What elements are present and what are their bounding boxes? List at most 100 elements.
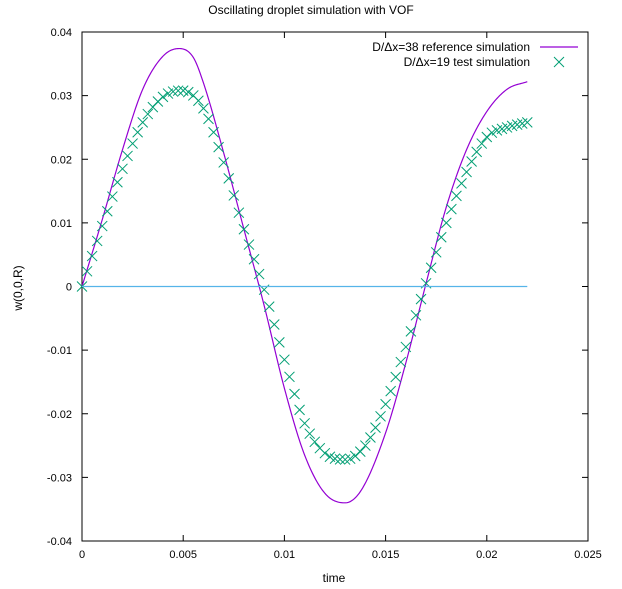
marker-stroke [137,116,149,128]
x-tick-label: 0.025 [574,549,602,561]
legend-swatch [553,56,565,68]
data-point [86,250,98,262]
marker-stroke [223,173,235,184]
x-tick-label: 0.005 [169,549,197,561]
data-point [329,453,341,464]
x-tick-label: 0 [79,549,85,561]
marker-stroke [456,178,467,189]
data-point [273,337,285,348]
marker-stroke [243,239,255,250]
data-point [354,446,366,457]
marker-stroke [304,428,316,440]
marker-stroke [193,95,204,107]
marker-stroke [486,127,498,139]
marker-stroke [400,341,412,353]
marker-stroke [435,231,447,243]
x-tick-label: 0.02 [476,549,497,561]
y-tick-label: 0.03 [51,91,72,103]
marker-stroke [451,190,462,202]
marker-stroke [385,385,397,397]
data-point [238,223,250,235]
marker-stroke [309,436,321,448]
data-point [284,371,295,383]
marker-stroke [299,417,310,429]
data-point [405,326,417,337]
data-point [415,293,427,305]
data-point [466,156,477,167]
marker-stroke [213,141,224,153]
data-point [253,268,265,280]
marker-stroke [157,91,169,103]
marker-stroke [405,326,417,337]
marker-stroke [446,203,457,215]
y-tick-label: 0.04 [51,27,72,39]
data-point [481,131,493,143]
data-point [268,319,280,330]
data-point [248,253,260,265]
marker-stroke [319,447,331,459]
marker-stroke [273,337,285,348]
data-point [344,453,356,465]
data-point [319,447,331,459]
marker-stroke [390,371,402,383]
data-point [208,126,219,138]
data-point [112,176,123,188]
data-point [218,157,230,168]
marker-stroke [248,253,260,265]
marker-stroke [395,356,407,368]
series-line-reference [81,47,528,504]
marker-stroke [172,85,184,97]
data-point [127,138,138,149]
data-point [81,265,93,277]
data-point [385,385,397,397]
marker-stroke [329,453,341,464]
data-point [198,102,209,114]
plot-area: 0 0.005 0.01 0.015 0.02 0.025 -0.04 -0.03 -0.02 -… [47,27,602,561]
data-point [339,454,351,465]
y-tick-label: -0.04 [47,536,72,548]
data-point [395,356,407,368]
marker-stroke [476,138,488,149]
marker-stroke [380,398,391,410]
y-tick-label: -0.03 [47,472,72,484]
data-point [223,173,235,184]
x-axis-label: time [323,571,346,585]
marker-stroke [360,440,371,451]
y-tick-label: 0.01 [51,218,72,230]
marker-stroke [132,126,144,138]
data-point [440,217,452,229]
data-point [360,440,371,451]
data-point [107,191,118,202]
marker-stroke [481,131,493,143]
data-point [289,388,300,400]
data-point [476,138,488,149]
data-point [213,141,224,153]
data-point [521,116,533,128]
y-tick-label: 0.02 [51,154,72,166]
data-point [117,163,128,175]
marker-stroke [177,85,189,97]
marker-stroke [112,176,123,188]
data-point [435,231,447,243]
marker-stroke [268,319,280,330]
data-point [193,95,204,107]
marker-stroke [208,126,219,138]
data-point [425,262,437,274]
marker-stroke [415,293,427,305]
data-point [304,428,316,440]
y-tick-label: -0.02 [47,409,72,421]
legend-label: D/Δx=38 reference simulation [372,40,530,54]
data-point [451,190,462,202]
marker-stroke [324,451,336,463]
data-point [203,113,214,125]
marker-stroke [425,262,437,274]
data-point [96,220,108,232]
data-point [375,410,386,422]
data-point [137,116,149,128]
marker-stroke [127,138,138,149]
data-point [142,108,154,120]
data-point [430,246,442,258]
data-point [446,203,457,215]
marker-stroke [354,446,366,457]
